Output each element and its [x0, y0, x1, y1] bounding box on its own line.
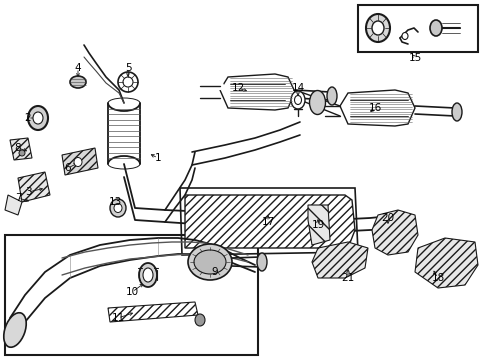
Ellipse shape	[309, 90, 325, 114]
Text: 4: 4	[75, 63, 81, 73]
Polygon shape	[220, 74, 294, 110]
Bar	[5, 235, 258, 355]
Text: 3: 3	[24, 187, 31, 197]
Polygon shape	[108, 302, 198, 322]
Ellipse shape	[118, 72, 138, 92]
Ellipse shape	[257, 253, 266, 271]
Text: 21: 21	[341, 273, 354, 283]
Bar	[357, 5, 477, 52]
Ellipse shape	[326, 87, 336, 105]
Text: 16: 16	[367, 103, 381, 113]
Ellipse shape	[139, 263, 157, 287]
Polygon shape	[10, 138, 32, 160]
Text: 15: 15	[407, 53, 421, 63]
Ellipse shape	[70, 76, 86, 88]
Text: 17: 17	[261, 217, 274, 227]
Text: 11: 11	[111, 313, 124, 323]
Polygon shape	[62, 148, 98, 175]
Text: 8: 8	[15, 143, 21, 153]
Text: 20: 20	[381, 213, 394, 223]
Text: 7: 7	[15, 193, 21, 203]
Polygon shape	[339, 90, 414, 126]
Ellipse shape	[28, 106, 48, 130]
Ellipse shape	[123, 77, 133, 87]
Ellipse shape	[19, 150, 25, 156]
Text: 18: 18	[430, 273, 444, 283]
Text: 10: 10	[125, 287, 138, 297]
Text: 14: 14	[291, 83, 304, 93]
Ellipse shape	[4, 313, 26, 347]
Ellipse shape	[195, 314, 204, 326]
Text: 12: 12	[231, 83, 244, 93]
Text: 19: 19	[311, 220, 324, 230]
Polygon shape	[371, 210, 417, 255]
Ellipse shape	[142, 268, 153, 282]
Ellipse shape	[294, 95, 301, 104]
Text: 6: 6	[64, 163, 71, 173]
Polygon shape	[414, 238, 477, 288]
Ellipse shape	[114, 203, 122, 212]
Ellipse shape	[33, 112, 43, 124]
Ellipse shape	[451, 103, 461, 121]
Text: 2: 2	[24, 113, 31, 123]
Text: 5: 5	[124, 63, 131, 73]
Text: 9: 9	[211, 267, 218, 277]
Ellipse shape	[110, 199, 126, 217]
Polygon shape	[184, 195, 354, 248]
Ellipse shape	[194, 250, 225, 274]
Ellipse shape	[187, 244, 231, 280]
Text: 1: 1	[154, 153, 161, 163]
Ellipse shape	[74, 158, 82, 166]
Polygon shape	[307, 205, 329, 245]
Polygon shape	[18, 172, 50, 202]
Ellipse shape	[365, 14, 389, 42]
Text: 13: 13	[108, 197, 122, 207]
Ellipse shape	[401, 32, 407, 40]
Polygon shape	[5, 195, 22, 215]
Ellipse shape	[371, 21, 383, 35]
Polygon shape	[311, 242, 367, 278]
Ellipse shape	[429, 20, 441, 36]
Ellipse shape	[290, 91, 305, 109]
